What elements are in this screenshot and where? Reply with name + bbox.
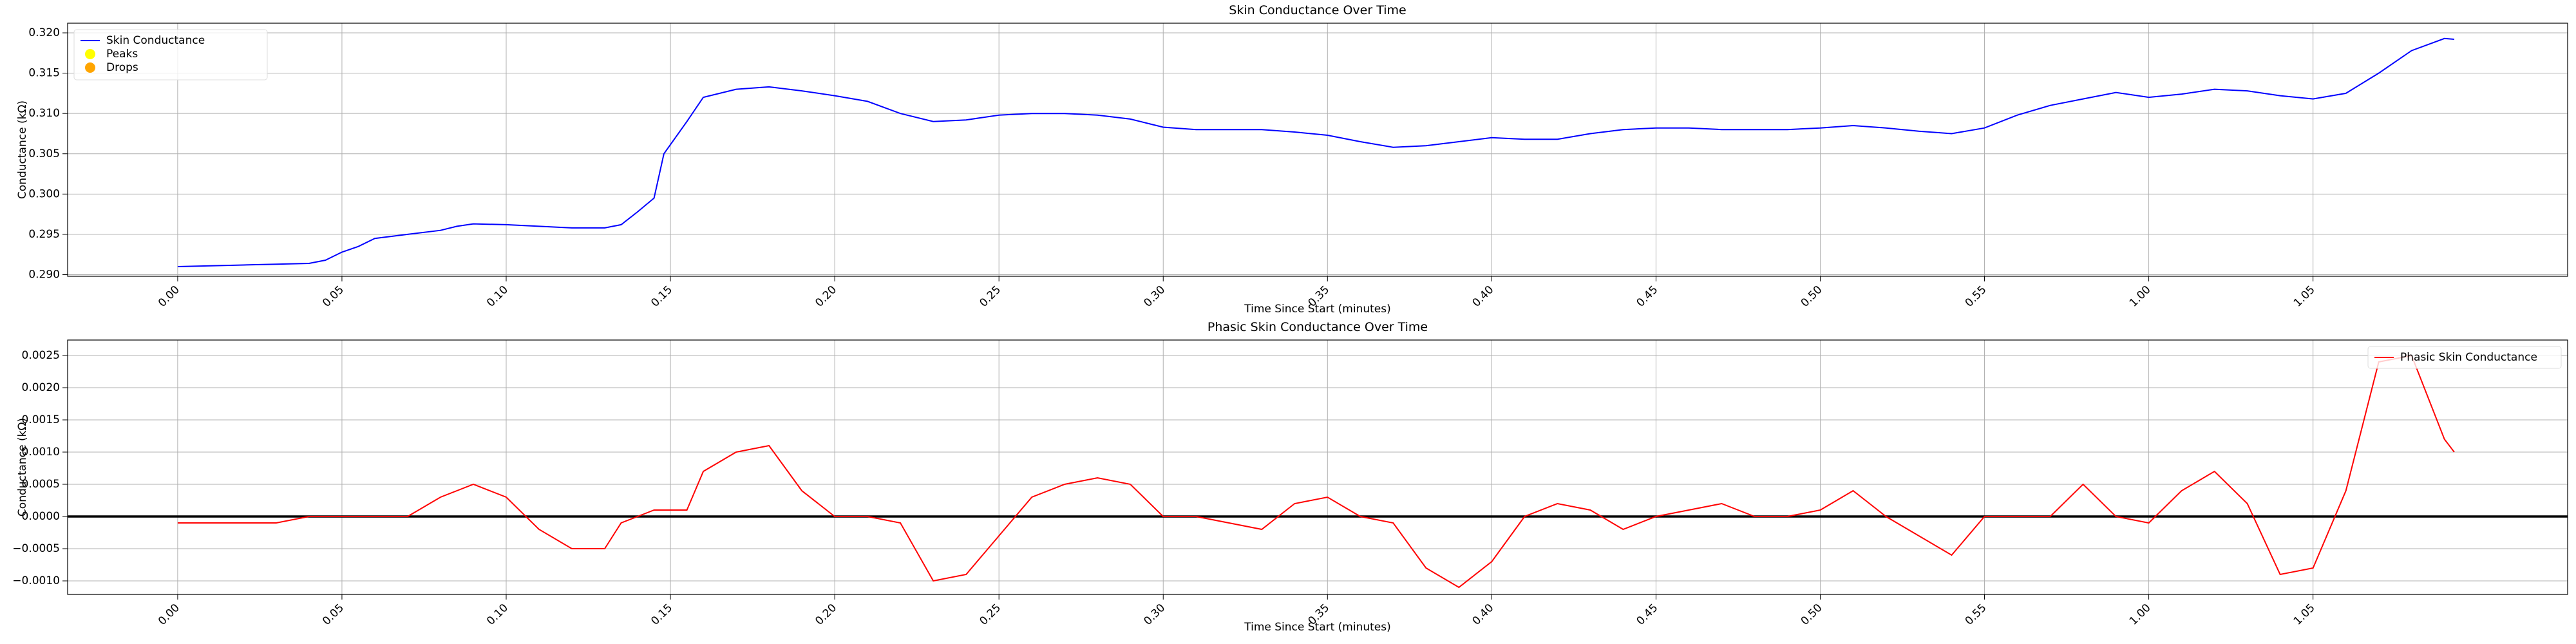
x-tick-label: 0.55 <box>1963 601 1989 628</box>
x-tick-label: 0.15 <box>649 601 675 628</box>
x-tick-label: 0.40 <box>1470 283 1497 310</box>
x-tick-label: 0.05 <box>320 283 346 310</box>
chart-title: Phasic Skin Conductance Over Time <box>1208 320 1428 334</box>
y-tick-label: 0.295 <box>28 228 60 241</box>
legend-label: Drops <box>106 61 138 74</box>
x-axis-label: Time Since Start (minutes) <box>1244 621 1391 634</box>
legend-box <box>73 29 268 80</box>
x-tick-label: 0.25 <box>977 283 1003 310</box>
x-tick-label: 0.25 <box>977 601 1003 628</box>
y-tick-label: 0.0025 <box>22 349 60 362</box>
x-tick-label: 1.05 <box>2291 283 2318 310</box>
plot-area <box>68 23 2568 276</box>
y-tick-label: 0.310 <box>28 107 60 120</box>
x-tick-label: 0.15 <box>649 283 675 310</box>
y-tick-label: −0.0005 <box>12 542 60 555</box>
axes-frame <box>67 339 2568 595</box>
x-tick-label: 0.45 <box>1634 601 1661 628</box>
axes-frame <box>67 23 2568 277</box>
plot-area <box>68 340 2568 594</box>
y-axis-label: Conductance (kΩ) <box>16 418 29 516</box>
y-tick-label: 0.315 <box>28 67 60 80</box>
y-tick-label: 0.0020 <box>22 381 60 394</box>
y-axis-label: Conductance (kΩ) <box>16 100 29 199</box>
y-tick-label: 0.0015 <box>22 413 60 426</box>
y-tick-label: 0.300 <box>28 187 60 200</box>
x-tick-label: 0.30 <box>1141 283 1168 310</box>
x-tick-label: 0.10 <box>484 283 511 310</box>
legend-box <box>2367 346 2562 369</box>
x-tick-label: 0.50 <box>1799 283 1825 310</box>
legend-label: Peaks <box>106 48 138 61</box>
y-tick-label: 0.0010 <box>22 446 60 459</box>
x-tick-label: 0.10 <box>484 601 511 628</box>
x-tick-label: 1.00 <box>2127 601 2154 628</box>
y-tick-label: 0.320 <box>28 26 60 39</box>
x-tick-label: 0.40 <box>1470 601 1497 628</box>
x-axis-label: Time Since Start (minutes) <box>1244 303 1391 316</box>
y-tick-label: 0.305 <box>28 147 60 160</box>
legend-label: Skin Conductance <box>106 34 205 47</box>
data-line <box>177 354 2455 589</box>
x-tick-label: 0.20 <box>813 601 839 628</box>
x-tick-label: 0.30 <box>1141 601 1168 628</box>
x-tick-label: 0.00 <box>156 283 182 310</box>
x-tick-label: 0.50 <box>1799 601 1825 628</box>
data-line <box>177 37 2455 267</box>
x-tick-label: 0.20 <box>813 283 839 310</box>
x-tick-label: 1.05 <box>2291 601 2318 628</box>
x-tick-label: 1.00 <box>2127 283 2154 310</box>
y-tick-label: 0.0005 <box>22 478 60 491</box>
chart-title: Skin Conductance Over Time <box>1229 3 1406 17</box>
y-tick-label: 0.290 <box>28 268 60 281</box>
x-tick-label: 0.05 <box>320 601 346 628</box>
y-tick-label: −0.0010 <box>12 574 60 587</box>
legend-label: Phasic Skin Conductance <box>2400 351 2537 364</box>
x-tick-label: 0.45 <box>1634 283 1661 310</box>
legend-swatch <box>85 62 95 73</box>
x-tick-label: 0.55 <box>1963 283 1989 310</box>
legend-swatch <box>85 49 95 59</box>
x-tick-label: 0.00 <box>156 601 182 628</box>
y-tick-label: 0.0000 <box>22 510 60 523</box>
